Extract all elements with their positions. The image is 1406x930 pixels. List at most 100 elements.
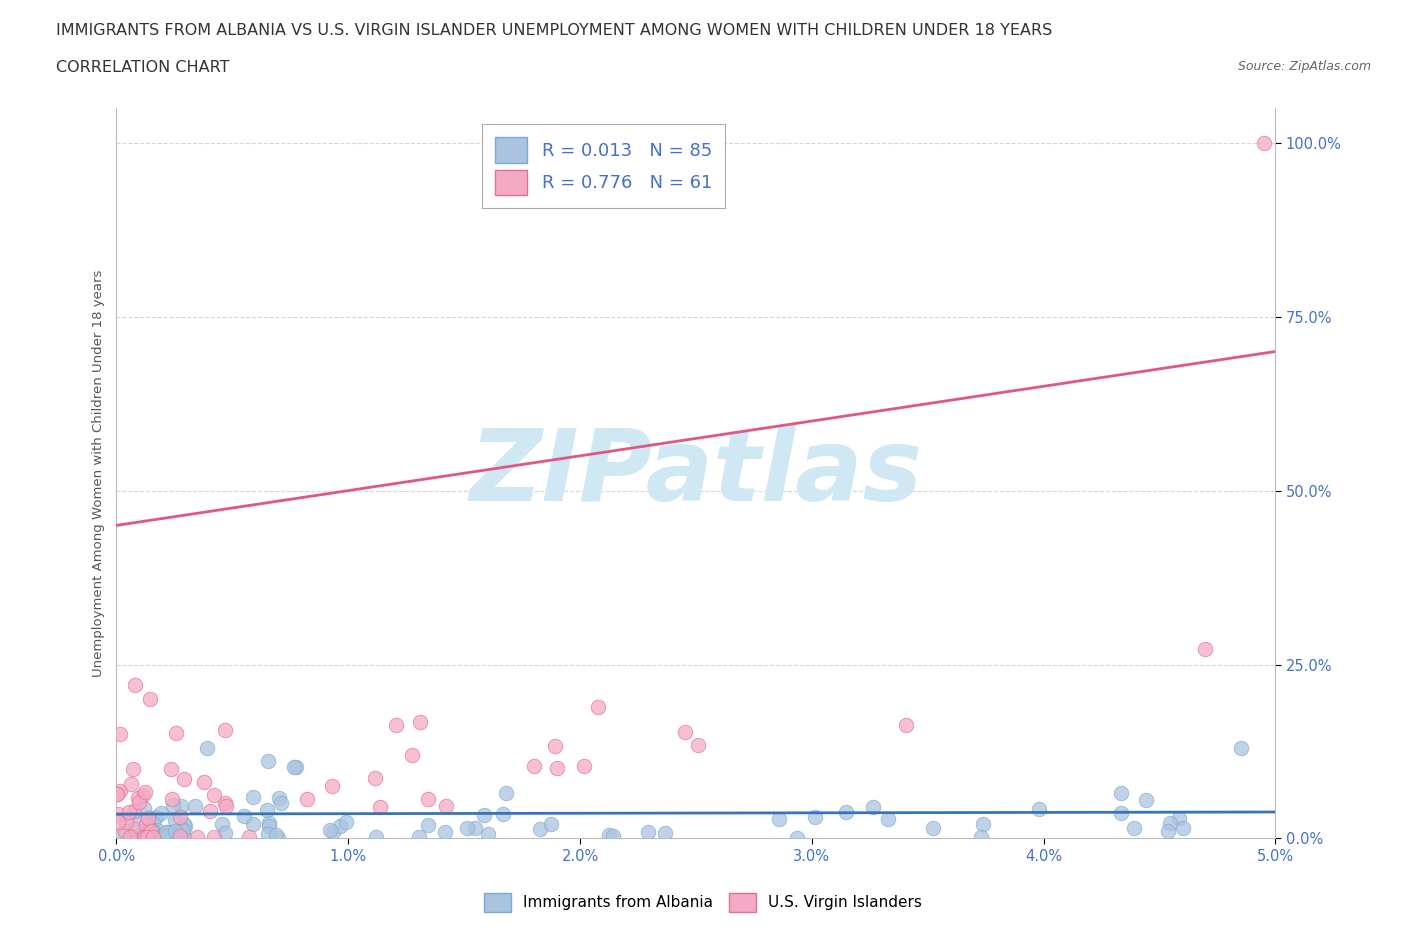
- Y-axis label: Unemployment Among Women with Children Under 18 years: Unemployment Among Women with Children U…: [93, 270, 105, 677]
- Point: [257, 827, 280, 842]
- Point: [114, 824, 136, 839]
- Point: [675, 724, 697, 739]
- Point: [1157, 824, 1180, 839]
- Point: [159, 762, 181, 777]
- Point: [204, 830, 226, 844]
- Point: [169, 809, 191, 824]
- Point: [124, 822, 146, 837]
- Point: [368, 799, 391, 814]
- Point: [540, 817, 562, 831]
- Point: [242, 790, 264, 804]
- Point: [136, 811, 159, 826]
- Point: [121, 829, 143, 844]
- Point: [160, 791, 183, 806]
- Point: [270, 796, 292, 811]
- Point: [215, 799, 238, 814]
- Point: [105, 787, 128, 802]
- Point: [418, 792, 440, 807]
- Point: [122, 812, 145, 827]
- Point: [434, 799, 457, 814]
- Point: [433, 825, 456, 840]
- Point: [1171, 820, 1194, 835]
- Point: [238, 830, 260, 844]
- Point: [173, 771, 195, 786]
- Point: [162, 798, 184, 813]
- Point: [108, 726, 131, 741]
- Point: [1159, 816, 1181, 830]
- Point: [233, 808, 256, 823]
- Point: [768, 812, 790, 827]
- Point: [242, 817, 264, 831]
- Point: [128, 795, 150, 810]
- Point: [111, 826, 134, 841]
- Point: [834, 804, 856, 819]
- Point: [155, 829, 177, 844]
- Point: [139, 823, 162, 838]
- Point: [139, 692, 162, 707]
- Point: [127, 828, 149, 843]
- Point: [134, 830, 156, 844]
- Point: [108, 783, 131, 798]
- Point: [335, 815, 357, 830]
- Point: [135, 830, 157, 844]
- Point: [127, 830, 149, 845]
- Point: [132, 788, 155, 803]
- Point: [132, 801, 155, 816]
- Point: [1028, 802, 1050, 817]
- Point: [132, 823, 155, 838]
- Point: [135, 817, 157, 832]
- Point: [146, 822, 169, 837]
- Point: [214, 722, 236, 737]
- Point: [165, 725, 187, 740]
- Point: [204, 787, 226, 802]
- Point: [364, 770, 387, 785]
- Point: [803, 809, 825, 824]
- Point: [464, 820, 486, 835]
- Point: [492, 806, 515, 821]
- Point: [972, 817, 994, 831]
- Text: CORRELATION CHART: CORRELATION CHART: [56, 60, 229, 75]
- Point: [283, 760, 305, 775]
- Point: [586, 700, 609, 715]
- Point: [184, 798, 207, 813]
- Point: [1109, 785, 1132, 800]
- Point: [654, 825, 676, 840]
- Legend: R = 0.013   N = 85, R = 0.776   N = 61: R = 0.013 N = 85, R = 0.776 N = 61: [482, 125, 724, 208]
- Point: [186, 830, 208, 844]
- Point: [107, 807, 129, 822]
- Legend: Immigrants from Albania, U.S. Virgin Islanders: Immigrants from Albania, U.S. Virgin Isl…: [478, 887, 928, 918]
- Point: [214, 796, 236, 811]
- Point: [1194, 641, 1216, 656]
- Point: [172, 822, 194, 837]
- Point: [1253, 136, 1275, 151]
- Text: Source: ZipAtlas.com: Source: ZipAtlas.com: [1237, 60, 1371, 73]
- Point: [686, 737, 709, 752]
- Point: [409, 715, 432, 730]
- Point: [150, 806, 173, 821]
- Point: [322, 825, 344, 840]
- Point: [193, 775, 215, 790]
- Point: [172, 822, 194, 837]
- Point: [266, 828, 288, 843]
- Point: [120, 830, 142, 844]
- Point: [1135, 793, 1157, 808]
- Point: [329, 818, 352, 833]
- Point: [118, 804, 141, 819]
- Point: [170, 799, 193, 814]
- Point: [598, 828, 620, 843]
- Point: [214, 826, 236, 841]
- Text: ZIPatlas: ZIPatlas: [470, 425, 922, 522]
- Point: [134, 784, 156, 799]
- Point: [259, 816, 281, 830]
- Point: [477, 827, 499, 842]
- Point: [529, 821, 551, 836]
- Point: [572, 759, 595, 774]
- Point: [195, 740, 218, 755]
- Point: [970, 830, 993, 844]
- Point: [862, 799, 884, 814]
- Point: [321, 778, 343, 793]
- Point: [366, 830, 388, 844]
- Point: [155, 824, 177, 839]
- Point: [165, 812, 187, 827]
- Point: [135, 824, 157, 839]
